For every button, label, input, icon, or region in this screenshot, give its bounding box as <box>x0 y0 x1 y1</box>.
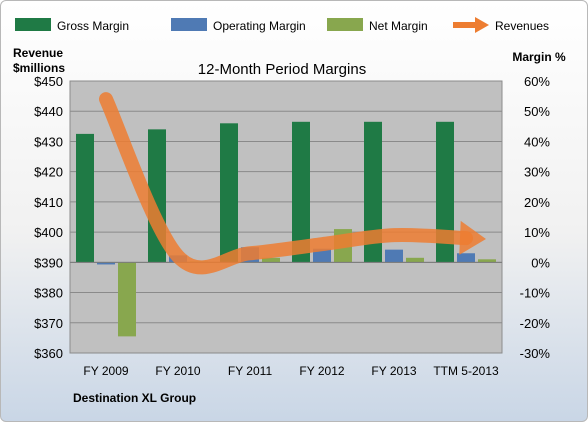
bar-net-margin <box>262 257 280 263</box>
legend-label-net-margin: Net Margin <box>369 19 428 33</box>
right-tick-label: -30% <box>520 346 551 361</box>
legend-swatch-net-margin <box>327 18 363 31</box>
revenue-arrow <box>99 92 486 275</box>
right-tick-label: -20% <box>520 316 551 331</box>
right-axis-ticks: -30% -20% -10% 0% 10% 20% 30% 40% 50% 60% <box>520 74 551 361</box>
chart-title: 12-Month Period Margins <box>198 61 366 78</box>
right-tick-label: 30% <box>524 165 550 180</box>
legend-label-operating-margin: Operating Margin <box>213 19 306 33</box>
plot-area <box>69 80 503 354</box>
x-tick-label: TTM 5-2013 <box>433 364 499 378</box>
revenue-arrow-head <box>459 220 486 255</box>
legend: Gross Margin Operating Margin Net Margin Re… <box>15 17 549 33</box>
left-tick-label: $410 <box>34 195 63 210</box>
right-axis-label: Margin % <box>512 50 566 64</box>
right-tick-label: 20% <box>524 195 550 210</box>
right-tick-label: 10% <box>524 225 550 240</box>
bar-gross-margin <box>436 121 454 263</box>
left-tick-label: $440 <box>34 104 63 119</box>
legend-label-gross-margin: Gross Margin <box>57 19 129 33</box>
left-tick-label: $380 <box>34 286 63 301</box>
bar-net-margin <box>406 257 424 263</box>
left-tick-label: $390 <box>34 255 63 270</box>
left-axis-label-line2: $millions <box>13 61 65 75</box>
left-tick-label: $370 <box>34 316 63 331</box>
right-tick-label: 40% <box>524 134 550 149</box>
x-tick-label: FY 2010 <box>155 364 200 378</box>
left-axis-label-line1: Revenue <box>13 46 63 60</box>
bar-gross-margin <box>292 121 310 263</box>
right-tick-label: 50% <box>524 104 550 119</box>
revenue-arrow-shaft <box>99 92 473 275</box>
left-tick-label: $420 <box>34 165 63 180</box>
right-tick-label: -10% <box>520 286 551 301</box>
x-tick-label: FY 2011 <box>228 364 273 378</box>
left-tick-label: $400 <box>34 225 63 240</box>
right-tick-label: 0% <box>531 255 550 270</box>
bar-gross-margin <box>364 121 382 263</box>
legend-swatch-gross-margin <box>15 18 51 31</box>
bar-gross-margin <box>220 123 238 263</box>
left-tick-label: $450 <box>34 74 63 89</box>
legend-swatch-head <box>475 17 489 33</box>
company-name: Destination XL Group <box>73 391 196 405</box>
bar-operating-margin <box>97 262 115 265</box>
legend-label-revenues: Revenues <box>495 19 549 33</box>
x-tick-label: FY 2013 <box>371 364 416 378</box>
bar-operating-margin <box>457 253 475 263</box>
left-tick-label: $360 <box>34 346 63 361</box>
bar-net-margin <box>478 259 496 263</box>
right-tick-label: 60% <box>524 74 550 89</box>
x-tick-label: FY 2012 <box>299 364 344 378</box>
bar-operating-margin <box>313 248 331 263</box>
legend-swatch-operating-margin <box>171 18 207 31</box>
bar-net-margin <box>118 262 136 337</box>
left-axis-ticks: $360 $370 $380 $390 $400 $410 $420 $430 $440 $450 <box>34 74 63 361</box>
x-tick-label: FY 2009 <box>83 364 128 378</box>
bar-gross-margin <box>76 133 94 263</box>
bar-operating-margin <box>385 249 403 263</box>
x-axis-ticks: FY 2009 FY 2010 FY 2011 FY 2012 FY 2013 TTM 5… <box>83 364 499 378</box>
left-tick-label: $430 <box>34 134 63 149</box>
gridlines <box>70 80 502 354</box>
